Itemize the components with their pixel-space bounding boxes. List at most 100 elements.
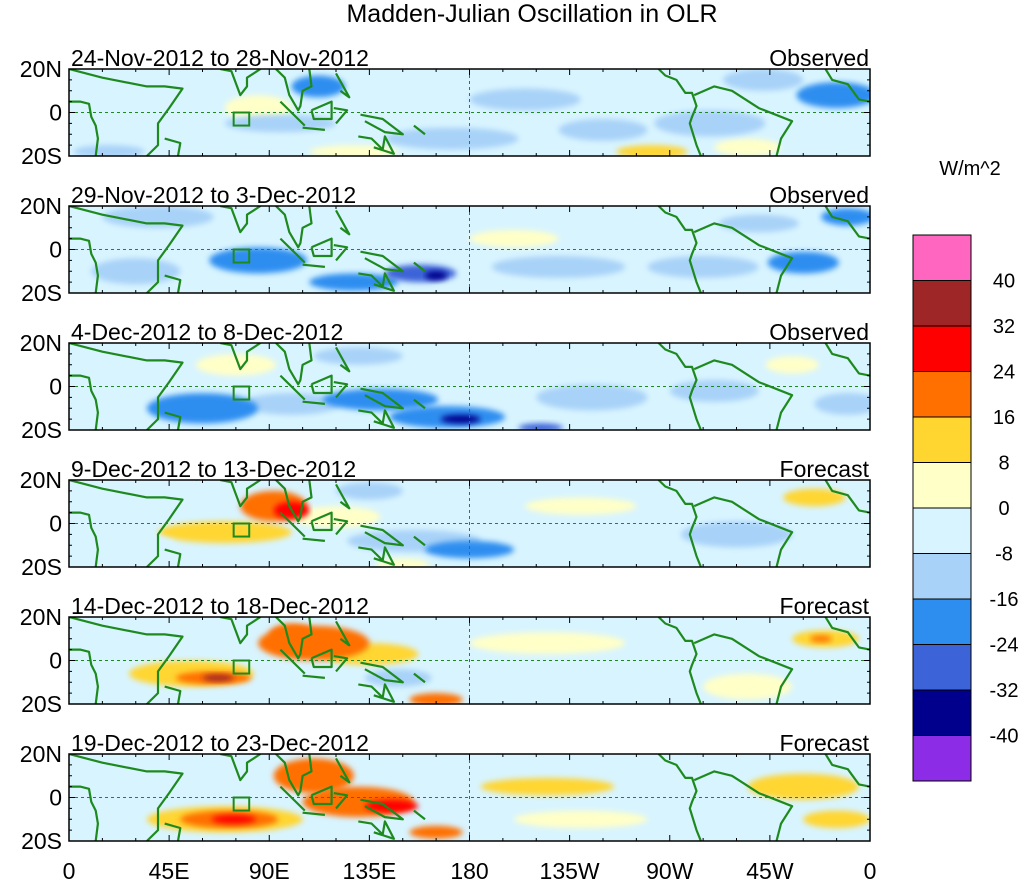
colorbar-swatch bbox=[912, 416, 972, 463]
colorbar-swatch bbox=[912, 371, 972, 418]
panel-map-area bbox=[69, 69, 870, 156]
coastline bbox=[360, 798, 404, 821]
olr-anomaly-blob bbox=[491, 256, 626, 278]
coastline bbox=[279, 511, 306, 538]
colorbar-swatch bbox=[912, 280, 972, 327]
olr-anomaly-blob bbox=[195, 353, 276, 376]
coastline bbox=[360, 113, 404, 136]
reference-box bbox=[232, 659, 251, 675]
coastline bbox=[164, 274, 182, 293]
olr-anomaly-blob bbox=[409, 693, 463, 704]
coastline bbox=[358, 683, 395, 703]
coastline bbox=[69, 480, 184, 567]
colorbar-tick-label: -32 bbox=[990, 680, 1019, 702]
colorbar-tick-label: -40 bbox=[990, 726, 1019, 748]
coastline bbox=[220, 343, 261, 371]
colorbar-tick-label: 40 bbox=[993, 271, 1015, 293]
coastline bbox=[275, 754, 313, 797]
coastline bbox=[69, 100, 99, 156]
coastline bbox=[69, 374, 99, 430]
coastline bbox=[358, 820, 395, 840]
coastline bbox=[310, 237, 333, 258]
olr-anomaly-blob bbox=[718, 214, 799, 233]
panel-map-area bbox=[69, 206, 870, 293]
reference-box bbox=[232, 522, 251, 538]
coastline bbox=[657, 343, 702, 430]
coastline bbox=[824, 754, 870, 788]
coastline bbox=[335, 620, 351, 647]
olr-anomaly-blob bbox=[547, 667, 659, 689]
olr-anomaly-blob bbox=[102, 206, 214, 228]
lat-tick-label: 20N bbox=[20, 330, 62, 356]
panel-6: 20N 0 20S 19-Dec-2012 to 23-Dec-2012 Forecas… bbox=[20, 730, 871, 854]
coastline bbox=[69, 785, 99, 841]
colorbar-swatch bbox=[912, 462, 972, 509]
panel-period-label: 14-Dec-2012 to 18-Dec-2012 bbox=[71, 593, 369, 619]
coastline bbox=[302, 400, 326, 405]
reference-box bbox=[232, 248, 251, 264]
colorbar-swatch bbox=[912, 325, 972, 372]
olr-anomaly-blob bbox=[591, 769, 659, 783]
colorbar-tick-label: 0 bbox=[998, 498, 1009, 520]
colorbar-swatch bbox=[912, 507, 972, 554]
lat-tick-label: 20S bbox=[21, 417, 62, 443]
coastline bbox=[164, 822, 182, 841]
olr-anomaly-blob bbox=[654, 110, 766, 137]
lat-tick-label: 20N bbox=[20, 741, 62, 767]
olr-anomaly-blob bbox=[814, 393, 870, 415]
coastline bbox=[335, 72, 351, 99]
colorbar-tick-label: 16 bbox=[993, 407, 1015, 429]
colorbar-swatch bbox=[912, 689, 972, 736]
coastline bbox=[302, 126, 326, 131]
coastline bbox=[413, 398, 426, 410]
coastline bbox=[310, 374, 333, 395]
lat-tick-label: 20S bbox=[21, 280, 62, 306]
coastline bbox=[302, 537, 326, 542]
panel-period-label: 19-Dec-2012 to 23-Dec-2012 bbox=[71, 730, 369, 756]
colorbar-tick-label: -16 bbox=[990, 589, 1019, 611]
coastline bbox=[275, 343, 313, 386]
coastline bbox=[657, 206, 702, 293]
lat-tick-label: 20S bbox=[21, 143, 62, 169]
coastline bbox=[413, 672, 426, 684]
olr-anomaly-blob bbox=[767, 251, 839, 274]
lat-tick-label: 20S bbox=[21, 828, 62, 854]
coastline bbox=[335, 483, 351, 510]
coastline bbox=[693, 770, 794, 841]
olr-anomaly-blob bbox=[340, 84, 421, 119]
coastline bbox=[657, 617, 702, 704]
olr-anomaly-blob bbox=[714, 138, 781, 156]
coastline bbox=[164, 548, 182, 567]
olr-anomaly-blob bbox=[86, 534, 176, 557]
panels-group: 20N 0 20S 24-Nov-2012 to 28-Nov-2012 Observe… bbox=[20, 45, 871, 854]
chart-title: Madden-Julian Oscillation in OLR bbox=[346, 0, 717, 28]
coastline bbox=[413, 809, 426, 821]
olr-anomaly-blob bbox=[80, 769, 170, 804]
lon-tick-label: 90W bbox=[646, 858, 694, 884]
olr-anomaly-blob bbox=[376, 558, 430, 567]
coastline bbox=[333, 792, 349, 810]
olr-anomaly-blob bbox=[313, 347, 403, 365]
olr-anomaly-blob bbox=[723, 69, 804, 91]
panel-status-label: Forecast bbox=[780, 730, 870, 756]
lat-tick-label: 0 bbox=[49, 237, 62, 263]
colorbar-tick-label: 8 bbox=[998, 453, 1009, 475]
coastline bbox=[69, 754, 184, 841]
lon-tick-label: 180 bbox=[450, 858, 488, 884]
coastline bbox=[358, 409, 395, 429]
olr-anomaly-blob bbox=[202, 674, 234, 682]
coastline bbox=[413, 261, 426, 273]
olr-anomaly-blob bbox=[409, 825, 463, 839]
olr-anomaly-blob bbox=[440, 414, 481, 424]
colorbar-swatch bbox=[912, 644, 972, 691]
lat-tick-label: 20N bbox=[20, 467, 62, 493]
coastline bbox=[335, 757, 351, 784]
panel-period-label: 4-Dec-2012 to 8-Dec-2012 bbox=[71, 319, 343, 345]
coastline bbox=[69, 617, 184, 704]
coastline bbox=[360, 250, 404, 273]
coastline bbox=[335, 209, 351, 236]
colorbar-swatch bbox=[912, 553, 972, 600]
coastline bbox=[310, 785, 333, 806]
colorbar-tick-label: -8 bbox=[995, 544, 1013, 566]
